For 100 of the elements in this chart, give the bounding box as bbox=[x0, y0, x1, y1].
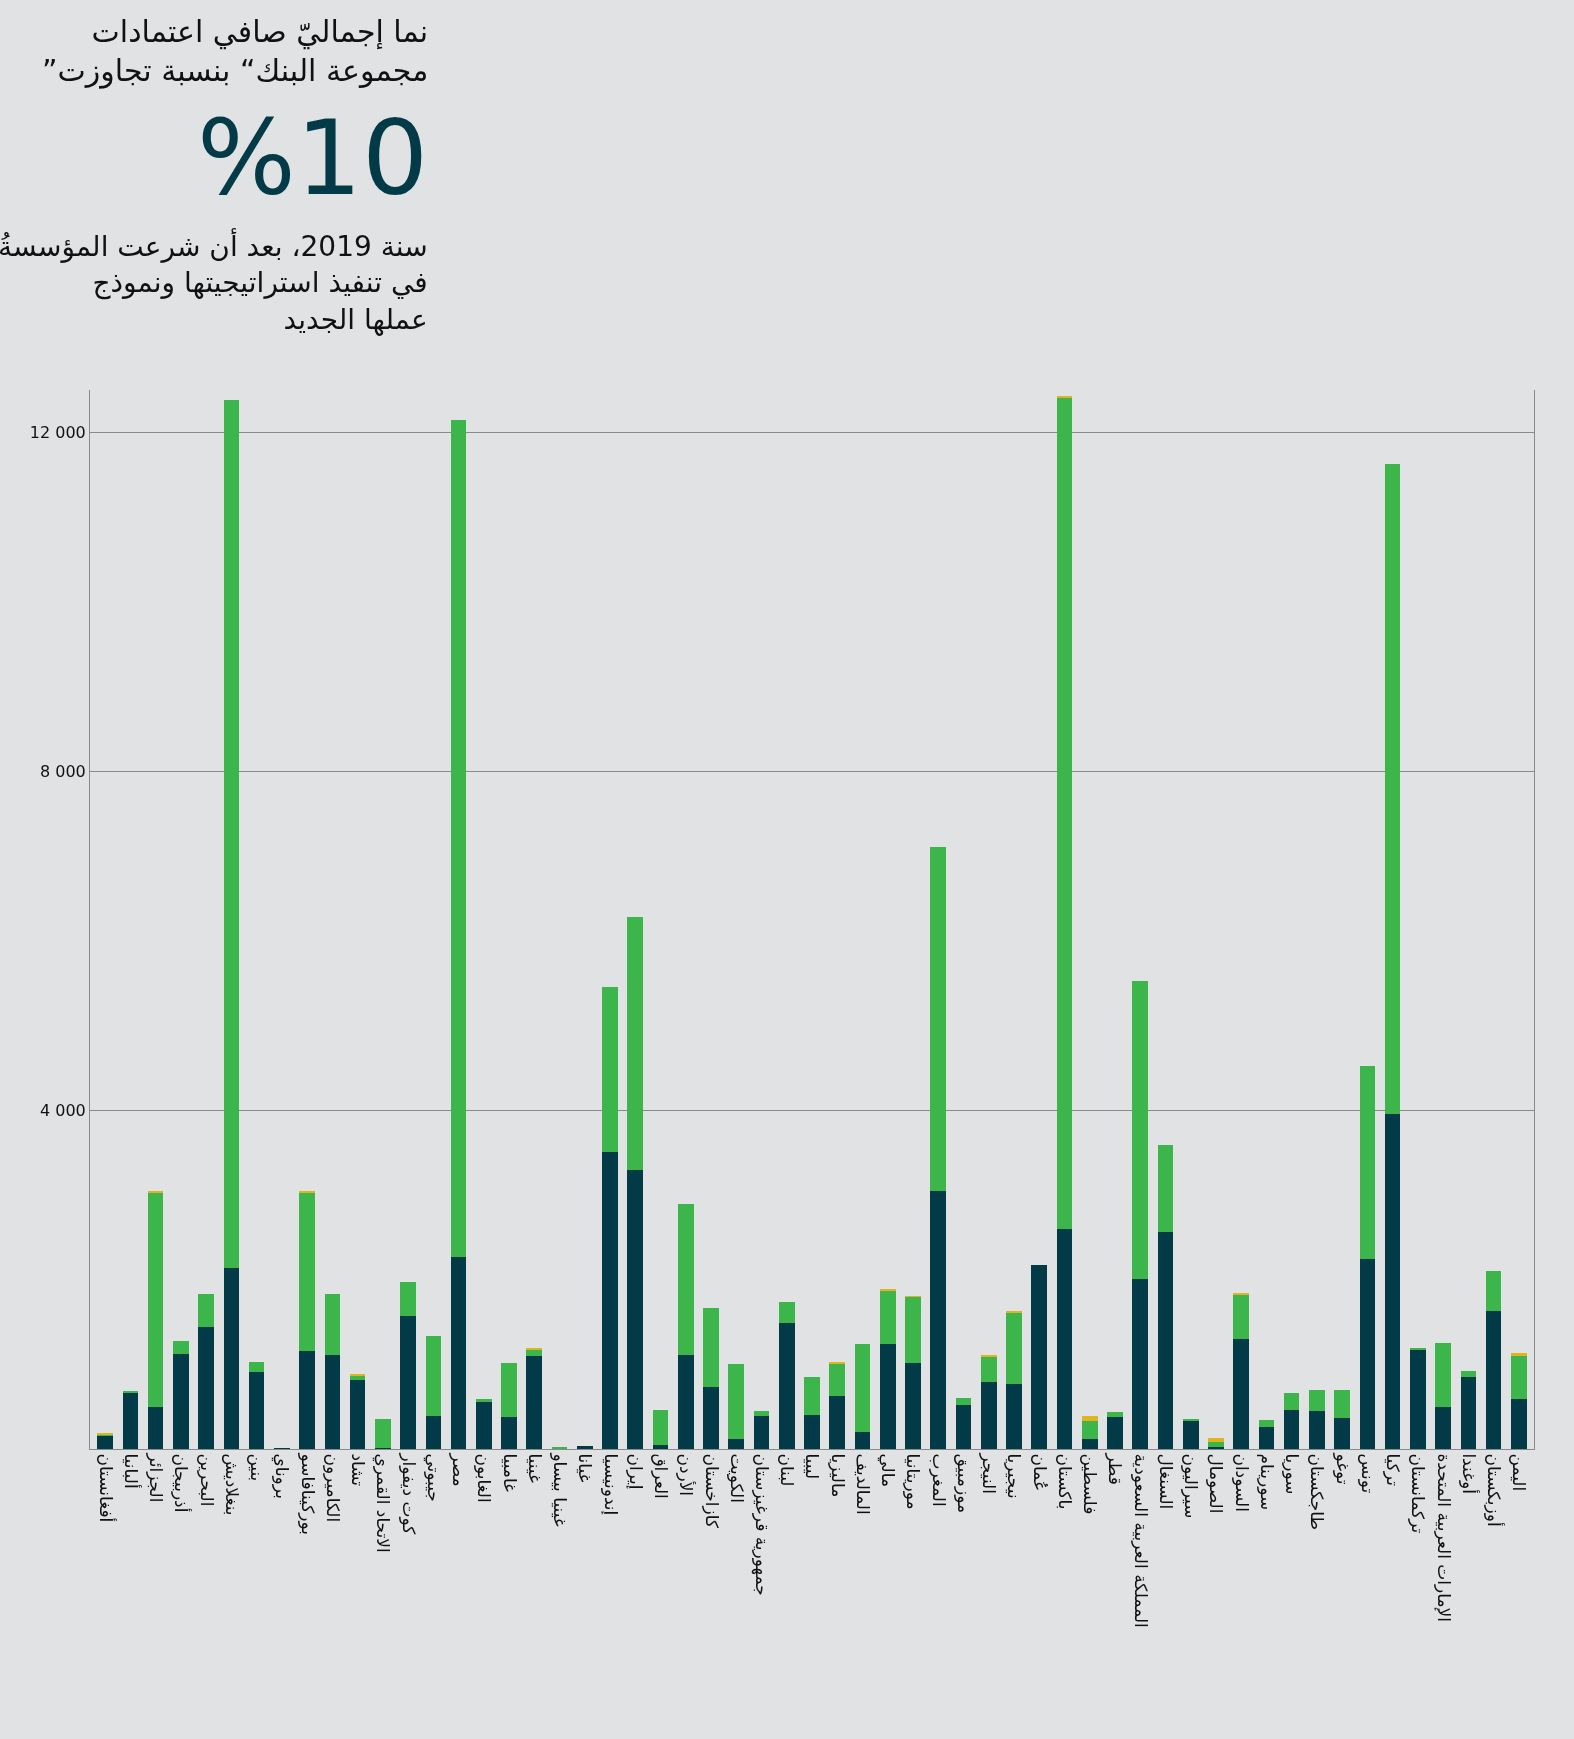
bar bbox=[147, 1192, 164, 1407]
bar bbox=[1233, 1338, 1249, 1449]
bar bbox=[930, 1190, 947, 1449]
bar bbox=[349, 1379, 366, 1449]
bar bbox=[324, 1294, 341, 1355]
bar bbox=[1233, 1294, 1249, 1339]
bar bbox=[1107, 1412, 1123, 1417]
x-tick-label: سيراليون bbox=[1181, 1453, 1202, 1519]
bar bbox=[1132, 1278, 1149, 1449]
bar bbox=[1309, 1390, 1325, 1411]
bar bbox=[955, 1404, 972, 1449]
x-tick-label: غينيا بيساو bbox=[550, 1452, 571, 1527]
x-tick-label: نيجيريا bbox=[1004, 1453, 1025, 1499]
y-tick-label: 4 000 bbox=[39, 1100, 86, 1120]
chart-title: نما إجماليّ صافي اعتمادات ”مجموعة البنك“ بنسبة تجاوزت bbox=[42, 14, 429, 89]
bar bbox=[1208, 1441, 1224, 1448]
x-tick-label: جيبوتي bbox=[422, 1453, 444, 1502]
x-tick-label: جمهورية قرغيزستان bbox=[750, 1453, 772, 1596]
bar bbox=[1435, 1343, 1451, 1408]
bar bbox=[501, 1417, 517, 1449]
bar bbox=[602, 1152, 618, 1449]
bar bbox=[1410, 1349, 1426, 1449]
bar bbox=[677, 1204, 694, 1356]
bar bbox=[450, 1257, 467, 1449]
x-tick-label: غيانا bbox=[575, 1453, 596, 1483]
bar bbox=[1006, 1384, 1022, 1449]
bar bbox=[829, 1363, 846, 1397]
bar bbox=[905, 1362, 921, 1449]
bar bbox=[147, 1406, 164, 1449]
x-tick-label: لبنان bbox=[777, 1453, 798, 1487]
bar bbox=[450, 419, 467, 1258]
bar bbox=[198, 1327, 214, 1449]
x-tick-label: موريتانيا bbox=[903, 1453, 924, 1510]
bar bbox=[248, 1371, 265, 1449]
bar bbox=[299, 1350, 315, 1449]
bar bbox=[1182, 1421, 1199, 1449]
bar bbox=[930, 846, 947, 1191]
x-tick-label: بنين bbox=[247, 1453, 268, 1482]
bar bbox=[1157, 1231, 1174, 1449]
x-tick-label: سورينام bbox=[1256, 1453, 1277, 1511]
chart-subtitle: %10 bbox=[197, 97, 429, 219]
x-tick-label: بوركينافاسو bbox=[297, 1452, 318, 1535]
bar bbox=[703, 1386, 719, 1449]
y-tick-label: 8 000 bbox=[39, 761, 86, 781]
bar bbox=[97, 1435, 113, 1449]
bar bbox=[677, 1355, 694, 1449]
x-tick-label: السودان bbox=[1231, 1453, 1252, 1513]
x-tick-label: الإمارات العربية المتحدة bbox=[1433, 1453, 1454, 1622]
bar bbox=[223, 400, 240, 1268]
x-tick-label: البحرين bbox=[196, 1453, 217, 1507]
bar bbox=[1107, 1416, 1123, 1449]
bar bbox=[602, 987, 618, 1153]
x-tick-label: قطر bbox=[1105, 1452, 1126, 1485]
bar bbox=[1031, 1265, 1048, 1449]
bar bbox=[1435, 1407, 1451, 1449]
bar bbox=[1132, 981, 1149, 1279]
bar bbox=[804, 1415, 820, 1449]
bar bbox=[1309, 1410, 1325, 1449]
x-tick-label: بروناي bbox=[271, 1453, 293, 1499]
bar bbox=[1460, 1370, 1477, 1377]
x-tick-label: غامبيا bbox=[499, 1453, 520, 1493]
bar bbox=[1056, 1228, 1073, 1449]
bar bbox=[425, 1415, 442, 1449]
bar bbox=[1081, 1438, 1098, 1449]
bar bbox=[1081, 1416, 1098, 1422]
x-tick-label: اليمن bbox=[1509, 1453, 1530, 1492]
x-tick-label: باكستان bbox=[1054, 1453, 1075, 1510]
x-tick-label: ألبانيا bbox=[120, 1453, 142, 1489]
bar bbox=[980, 1356, 997, 1383]
bar bbox=[728, 1364, 745, 1440]
x-tick-label: السنغال bbox=[1155, 1453, 1176, 1510]
bar bbox=[1384, 463, 1401, 1115]
bar bbox=[829, 1396, 846, 1449]
x-tick-label: مالي bbox=[877, 1453, 899, 1488]
bar bbox=[905, 1296, 921, 1363]
bar bbox=[1258, 1426, 1275, 1449]
x-tick-label: كازاخستان bbox=[701, 1453, 722, 1529]
bar bbox=[1283, 1409, 1300, 1449]
bar bbox=[1359, 1066, 1376, 1260]
x-tick-label: بنغلاديش bbox=[221, 1453, 242, 1516]
bar bbox=[1410, 1347, 1426, 1350]
bar bbox=[879, 1343, 896, 1449]
bar bbox=[425, 1335, 442, 1416]
x-tick-label: الجزائر bbox=[146, 1452, 167, 1503]
bar bbox=[1056, 397, 1073, 1229]
bar bbox=[223, 1267, 240, 1449]
bar bbox=[400, 1316, 416, 1449]
x-tick-label: العراق bbox=[651, 1453, 672, 1499]
x-tick-label: أوزبكستان bbox=[1484, 1453, 1506, 1527]
bar bbox=[1359, 1259, 1376, 1449]
bar bbox=[400, 1282, 416, 1317]
text: سنة 2019، بعد أن شرعت المؤسسةُ في تنفيذ استراتيجيتها ونموذج عملها الجديد bbox=[0, 227, 428, 336]
bar bbox=[1006, 1312, 1022, 1385]
x-tick-label: إيران bbox=[625, 1453, 646, 1490]
bar bbox=[1460, 1376, 1477, 1449]
bar bbox=[526, 1349, 543, 1356]
bar bbox=[324, 1354, 341, 1449]
bar bbox=[173, 1354, 189, 1449]
bar bbox=[703, 1307, 719, 1387]
bar bbox=[1208, 1437, 1224, 1442]
